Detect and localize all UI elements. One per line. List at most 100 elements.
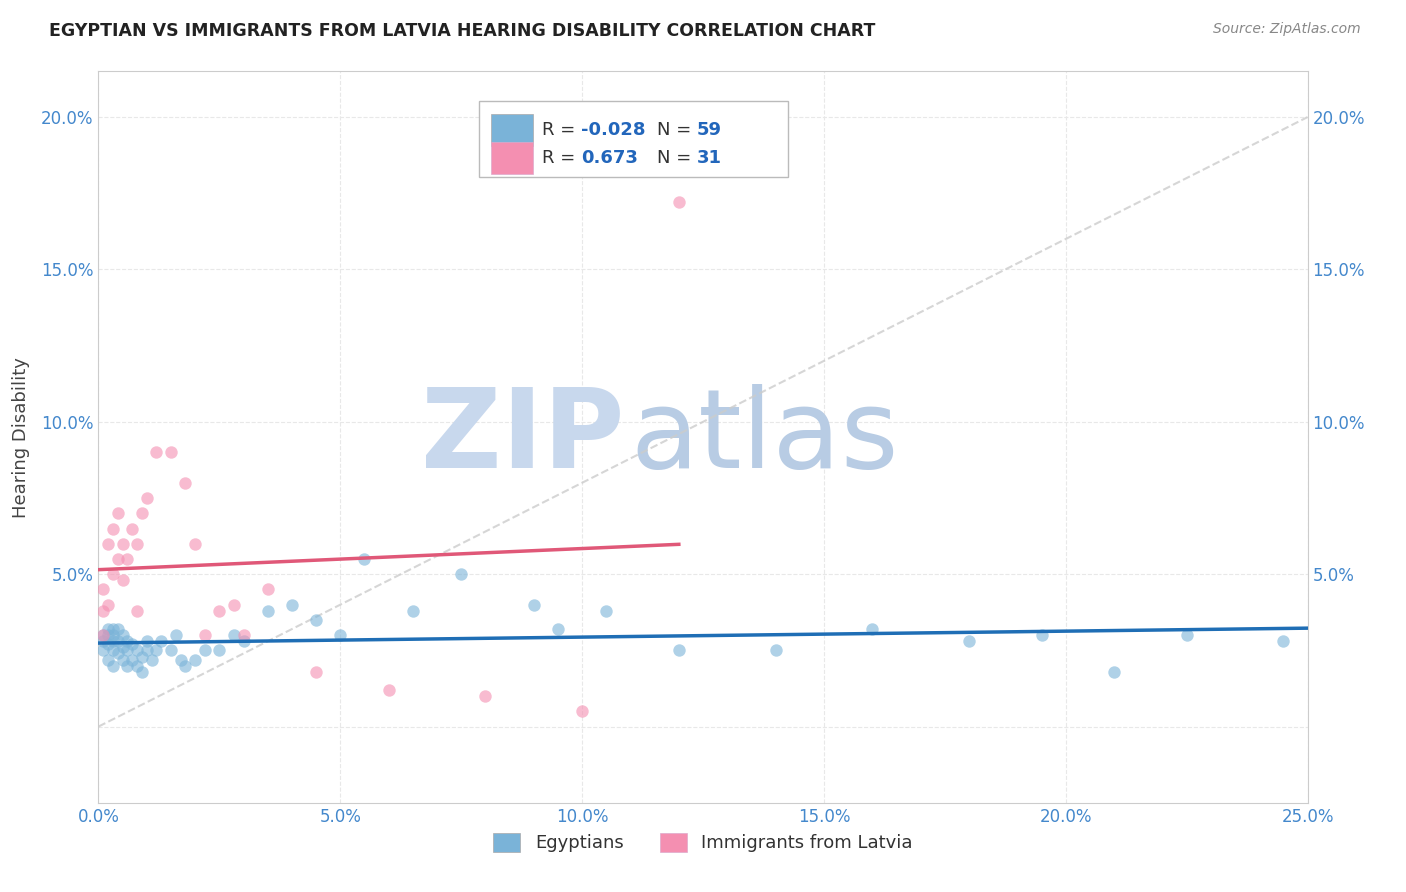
Point bbox=[305, 613, 328, 627]
Point bbox=[91, 634, 114, 648]
Point bbox=[107, 506, 129, 520]
Text: 0.673: 0.673 bbox=[581, 149, 638, 167]
Point bbox=[117, 658, 139, 673]
Point bbox=[208, 643, 231, 657]
Text: R =: R = bbox=[543, 120, 581, 139]
Point bbox=[101, 658, 124, 673]
Point bbox=[165, 628, 187, 642]
Point bbox=[111, 640, 134, 655]
Point bbox=[222, 628, 245, 642]
Point bbox=[547, 622, 569, 636]
FancyBboxPatch shape bbox=[479, 101, 787, 178]
Point bbox=[131, 665, 153, 679]
Legend: Egyptians, Immigrants from Latvia: Egyptians, Immigrants from Latvia bbox=[486, 826, 920, 860]
Point bbox=[97, 622, 120, 636]
Point bbox=[232, 628, 254, 642]
Point bbox=[1272, 634, 1295, 648]
Point bbox=[121, 637, 143, 651]
FancyBboxPatch shape bbox=[492, 142, 533, 174]
Point bbox=[111, 628, 134, 642]
Y-axis label: Hearing Disability: Hearing Disability bbox=[11, 357, 30, 517]
Point bbox=[668, 643, 690, 657]
Point bbox=[208, 604, 231, 618]
Point bbox=[150, 634, 173, 648]
Point bbox=[117, 643, 139, 657]
Point bbox=[184, 537, 207, 551]
Point bbox=[160, 445, 183, 459]
Point bbox=[1175, 628, 1198, 642]
Text: 31: 31 bbox=[697, 149, 721, 167]
Point bbox=[91, 604, 114, 618]
Point bbox=[595, 604, 617, 618]
Point bbox=[135, 643, 157, 657]
Point bbox=[91, 643, 114, 657]
Point bbox=[91, 582, 114, 597]
Point bbox=[256, 604, 278, 618]
Point bbox=[117, 552, 139, 566]
Point bbox=[131, 649, 153, 664]
Point bbox=[194, 628, 217, 642]
FancyBboxPatch shape bbox=[492, 113, 533, 146]
Point bbox=[1102, 665, 1125, 679]
Point bbox=[402, 604, 425, 618]
Point bbox=[127, 658, 149, 673]
Text: -0.028: -0.028 bbox=[581, 120, 645, 139]
Point bbox=[141, 652, 163, 666]
Text: ZIP: ZIP bbox=[420, 384, 624, 491]
Point bbox=[353, 552, 375, 566]
Point bbox=[111, 537, 134, 551]
Point bbox=[135, 491, 157, 505]
Point bbox=[668, 195, 690, 210]
Point bbox=[174, 658, 197, 673]
Point bbox=[765, 643, 787, 657]
Point bbox=[121, 521, 143, 535]
Point bbox=[101, 521, 124, 535]
Point bbox=[101, 622, 124, 636]
Point bbox=[121, 652, 143, 666]
Point bbox=[329, 628, 352, 642]
Point bbox=[107, 647, 129, 661]
Point bbox=[101, 634, 124, 648]
Point bbox=[232, 634, 254, 648]
Point bbox=[1031, 628, 1053, 642]
Point bbox=[127, 537, 149, 551]
Point bbox=[194, 643, 217, 657]
Point bbox=[91, 628, 114, 642]
Point bbox=[91, 628, 114, 642]
Text: 59: 59 bbox=[697, 120, 721, 139]
Point bbox=[957, 634, 980, 648]
Point bbox=[111, 652, 134, 666]
Point bbox=[97, 628, 120, 642]
Point bbox=[97, 637, 120, 651]
Point bbox=[474, 689, 496, 703]
Point bbox=[97, 598, 120, 612]
Point bbox=[523, 598, 546, 612]
Point bbox=[377, 683, 399, 698]
Point bbox=[169, 652, 191, 666]
Point bbox=[450, 567, 472, 582]
Point bbox=[107, 552, 129, 566]
Point bbox=[101, 567, 124, 582]
Text: Source: ZipAtlas.com: Source: ZipAtlas.com bbox=[1213, 22, 1361, 37]
Point bbox=[127, 604, 149, 618]
Point bbox=[135, 634, 157, 648]
Text: EGYPTIAN VS IMMIGRANTS FROM LATVIA HEARING DISABILITY CORRELATION CHART: EGYPTIAN VS IMMIGRANTS FROM LATVIA HEARI… bbox=[49, 22, 876, 40]
Point bbox=[174, 475, 197, 490]
Text: N =: N = bbox=[657, 149, 697, 167]
Point bbox=[222, 598, 245, 612]
Text: N =: N = bbox=[657, 120, 697, 139]
Point bbox=[256, 582, 278, 597]
Point bbox=[160, 643, 183, 657]
Point bbox=[97, 537, 120, 551]
Point bbox=[127, 643, 149, 657]
Point bbox=[97, 652, 120, 666]
Text: R =: R = bbox=[543, 149, 581, 167]
Point bbox=[107, 622, 129, 636]
Text: atlas: atlas bbox=[630, 384, 898, 491]
Point bbox=[101, 643, 124, 657]
Point bbox=[305, 665, 328, 679]
Point bbox=[101, 628, 124, 642]
Point bbox=[107, 634, 129, 648]
Point bbox=[131, 506, 153, 520]
Point bbox=[145, 445, 167, 459]
